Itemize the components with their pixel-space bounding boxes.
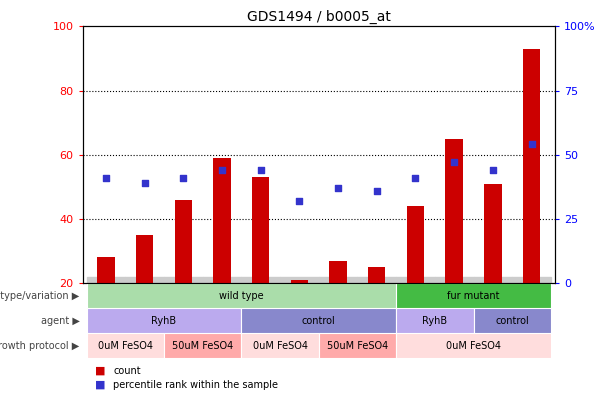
Point	[256, 167, 265, 173]
Bar	[252, 177, 270, 283]
Text: 50uM FeSO4: 50uM FeSO4	[327, 341, 388, 351]
Bar	[175, 200, 192, 283]
Bar	[86, 277, 125, 283]
Point	[372, 188, 382, 194]
Bar	[86, 308, 242, 333]
Point	[178, 175, 188, 181]
Bar	[357, 277, 396, 283]
Text: count: count	[113, 366, 141, 375]
Bar	[86, 283, 396, 308]
Bar	[435, 277, 473, 283]
Bar	[319, 277, 357, 283]
Bar	[396, 283, 551, 308]
Bar	[164, 277, 203, 283]
Bar	[368, 267, 386, 283]
Point	[140, 180, 150, 186]
Bar	[164, 333, 242, 358]
Point	[101, 175, 111, 181]
Bar	[203, 277, 242, 283]
Bar	[396, 308, 473, 333]
Bar	[97, 258, 115, 283]
Point	[527, 141, 536, 148]
Text: ■: ■	[95, 366, 105, 375]
Bar	[446, 139, 463, 283]
Bar	[512, 277, 551, 283]
Title: GDS1494 / b0005_at: GDS1494 / b0005_at	[247, 10, 390, 24]
Text: control: control	[495, 316, 529, 326]
Point	[333, 185, 343, 191]
Bar	[473, 277, 512, 283]
Bar	[291, 280, 308, 283]
Bar	[407, 206, 424, 283]
Text: RyhB: RyhB	[422, 316, 447, 326]
Text: percentile rank within the sample: percentile rank within the sample	[113, 380, 278, 390]
Text: ■: ■	[95, 380, 105, 390]
Bar	[329, 261, 347, 283]
Point	[488, 167, 498, 173]
Bar	[396, 333, 551, 358]
Bar	[280, 277, 319, 283]
Text: control: control	[302, 316, 336, 326]
Point	[411, 175, 421, 181]
Text: 50uM FeSO4: 50uM FeSO4	[172, 341, 234, 351]
Text: growth protocol ▶: growth protocol ▶	[0, 341, 80, 351]
Bar	[319, 333, 396, 358]
Text: 0uM FeSO4: 0uM FeSO4	[253, 341, 308, 351]
Bar	[523, 49, 540, 283]
Bar	[242, 333, 319, 358]
Bar	[125, 277, 164, 283]
Text: wild type: wild type	[219, 291, 264, 301]
Point	[217, 167, 227, 173]
Point	[294, 198, 304, 204]
Bar	[484, 183, 501, 283]
Point	[449, 159, 459, 166]
Text: genotype/variation ▶: genotype/variation ▶	[0, 291, 80, 301]
Bar	[242, 308, 396, 333]
Bar	[86, 333, 164, 358]
Bar	[396, 277, 435, 283]
Text: 0uM FeSO4: 0uM FeSO4	[98, 341, 153, 351]
Text: agent ▶: agent ▶	[41, 316, 80, 326]
Text: fur mutant: fur mutant	[447, 291, 500, 301]
Text: RyhB: RyhB	[151, 316, 177, 326]
Bar	[473, 308, 551, 333]
Text: 0uM FeSO4: 0uM FeSO4	[446, 341, 501, 351]
Bar	[136, 235, 153, 283]
Bar	[242, 277, 280, 283]
Bar	[213, 158, 230, 283]
